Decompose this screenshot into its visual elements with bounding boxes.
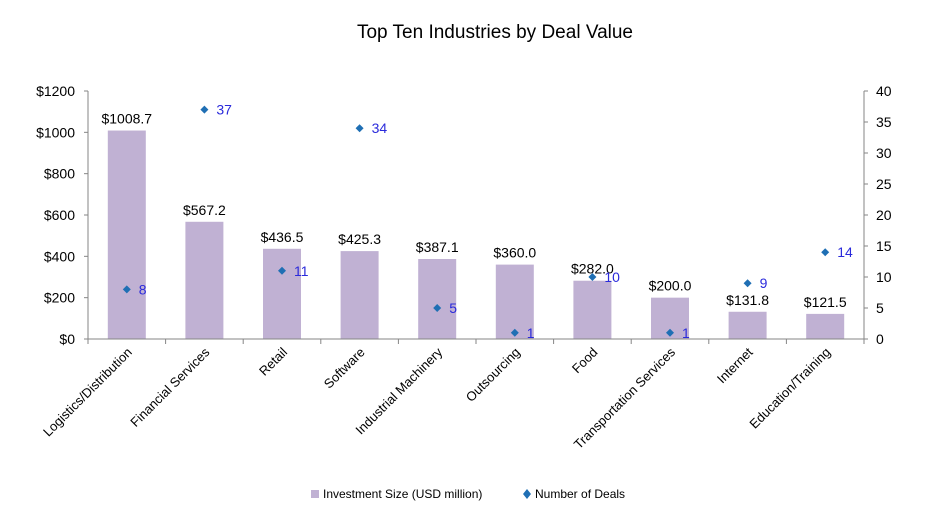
y-left-tick-label: $1200 [36,83,75,99]
y-right-tick-label: 10 [876,269,892,285]
deal-point [355,124,364,133]
y-left-tick-label: $400 [44,248,75,264]
deal-label: 5 [449,300,457,316]
y-left-tick-label: $0 [59,331,75,347]
bar-label: $360.0 [493,245,536,261]
deal-label: 14 [837,244,853,260]
deal-label: 9 [760,275,768,291]
bar-label: $282.0 [571,261,614,277]
x-tick-label: Internet [714,344,756,386]
deal-point [433,304,442,312]
x-tick-label: Food [569,345,601,377]
legend: Investment Size (USD million) Number of … [311,487,625,501]
y-right-tick-label: 5 [876,300,884,316]
deal-label: 37 [216,102,232,118]
deal-point [666,328,674,337]
chart-title: Top Ten Industries by Deal Value [357,22,633,43]
bars-layer: $1008.7 $567.2 $436.5 $425.3 $387.1 $360.0 $28… [101,111,847,339]
bar-label: $121.5 [804,294,847,310]
deal-point [743,279,752,288]
bar [107,130,146,339]
bar [728,311,767,339]
legend-label-investment: Investment Size (USD million) [323,487,482,501]
y-left-tick-label: $200 [44,290,75,306]
y-right-tick-label: 30 [876,145,892,161]
bar [340,251,379,339]
deal-point [278,266,286,275]
deal-point [122,285,131,294]
deal-label: 1 [682,325,690,341]
bar [263,248,301,339]
bar-label: $200.0 [649,278,692,294]
y-left-tick-label: $1000 [36,124,75,140]
bar [185,221,224,339]
y-right-tick-label: 0 [876,331,884,347]
bar [806,313,845,339]
legend-swatch-investment [311,490,319,498]
x-tick-label: Industrial Machinery [352,344,445,437]
y-right-tick-label: 40 [876,83,892,99]
bar-label: $425.3 [338,231,381,247]
deal-label: 34 [372,120,388,136]
deal-label: 8 [139,281,147,297]
deal-point [588,273,597,281]
bar-label: $1008.7 [101,111,152,127]
deal-point [200,105,209,114]
bar [495,264,534,339]
y-right-tick-label: 15 [876,238,892,254]
legend-label-deals: Number of Deals [535,487,625,501]
x-tick-label: Software [321,345,368,392]
legend-marker-deals [523,489,531,499]
x-tick-label: Outsourcing [463,345,523,405]
bar [573,280,612,339]
x-tick-label: Education/Training [746,345,833,432]
y-right-tick-label: 20 [876,207,892,223]
y-left-tick-label: $600 [44,207,75,223]
y-right-tick-label: 35 [876,114,892,130]
axes-layer: $0$200$400$600$800$1000$1200051015202530… [36,83,892,452]
deal-label: 10 [604,269,620,285]
x-tick-label: Financial Services [127,344,213,430]
y-right-tick-label: 25 [876,176,892,192]
bar-label: $567.2 [183,202,226,218]
deal-point [510,328,519,337]
deal-label: 1 [527,325,535,341]
bar-label: $436.5 [261,229,304,245]
deal-label: 11 [294,263,309,279]
bar-label: $131.8 [726,292,769,308]
x-tick-label: Retail [256,344,290,378]
y-left-tick-label: $800 [44,166,75,182]
x-tick-label: Logistics/Distribution [40,345,135,440]
bar-label: $387.1 [416,239,459,255]
deal-point [821,248,830,257]
bar [418,258,457,339]
